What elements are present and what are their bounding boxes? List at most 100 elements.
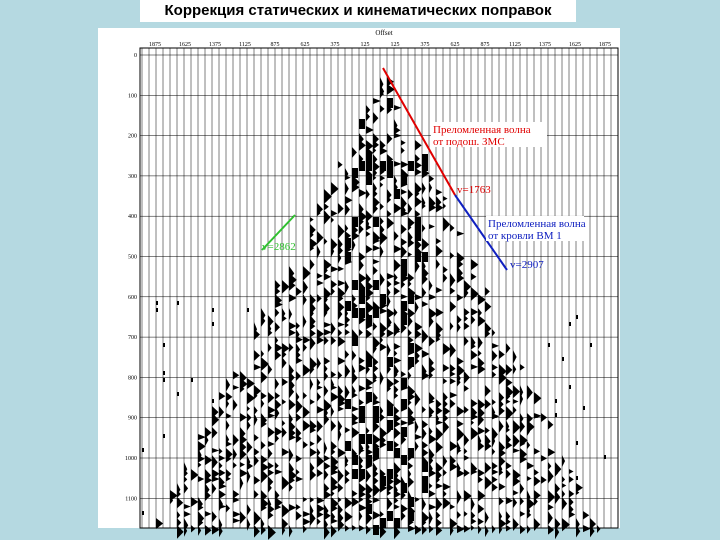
wiggle xyxy=(352,280,358,290)
wiggle xyxy=(450,343,456,358)
wiggle xyxy=(303,497,308,503)
wiggle xyxy=(506,399,511,405)
wiggle xyxy=(345,259,353,265)
wiggle xyxy=(366,154,372,164)
wiggle xyxy=(366,210,373,223)
wiggle xyxy=(492,462,498,470)
wiggle xyxy=(478,315,486,327)
wiggle xyxy=(534,448,541,455)
wiggle xyxy=(415,161,422,170)
wiggle xyxy=(233,448,237,461)
wiggle xyxy=(247,392,255,405)
wiggle xyxy=(317,455,325,468)
wiggle xyxy=(324,385,329,397)
wiggle xyxy=(443,455,448,468)
wiggle xyxy=(219,483,227,490)
wiggle xyxy=(506,427,510,433)
wiggle xyxy=(205,525,212,536)
wiggle xyxy=(492,399,496,406)
wiggle xyxy=(436,203,444,213)
wiggle xyxy=(296,392,300,402)
wiggle xyxy=(471,469,478,475)
wiggle xyxy=(492,350,498,362)
wiggle xyxy=(366,161,372,171)
wiggle xyxy=(394,504,400,510)
wiggle xyxy=(373,203,378,215)
wiggle xyxy=(366,315,372,325)
wiggle xyxy=(387,287,391,298)
wiggle xyxy=(380,476,386,486)
wiggle xyxy=(338,497,342,503)
wiggle xyxy=(352,350,357,361)
wiggle xyxy=(443,224,448,230)
wiggle xyxy=(352,455,358,465)
wiggle xyxy=(247,413,252,423)
wiggle xyxy=(177,497,184,509)
wiggle xyxy=(471,399,478,408)
wiggle xyxy=(394,406,400,416)
wiggle xyxy=(478,525,482,535)
wiggle xyxy=(576,525,581,538)
wiggle xyxy=(226,399,230,409)
wiggle xyxy=(331,448,336,456)
wiggle xyxy=(436,441,443,454)
wiggle xyxy=(387,476,394,487)
offset-label: 1125 xyxy=(239,42,251,48)
wiggle xyxy=(429,203,437,212)
wiggle xyxy=(289,385,295,399)
wiggle xyxy=(219,469,226,477)
wiggle xyxy=(408,476,415,488)
wiggle xyxy=(324,189,332,204)
wiggle xyxy=(576,476,578,480)
wiggle xyxy=(268,315,274,328)
wiggle xyxy=(457,378,461,387)
wiggle xyxy=(387,273,395,280)
time-label: 300 xyxy=(128,174,137,180)
wiggle xyxy=(597,525,601,534)
wiggle xyxy=(338,245,343,257)
wiggle xyxy=(240,469,248,478)
wiggle xyxy=(226,476,231,482)
wiggle xyxy=(163,378,165,382)
wiggle xyxy=(191,378,193,382)
wiggle xyxy=(324,322,332,328)
wiggle xyxy=(548,469,554,484)
wiggle xyxy=(520,420,525,434)
wiggle xyxy=(156,301,158,305)
wiggle xyxy=(352,525,357,531)
red-label: Преломленная волна xyxy=(433,124,531,136)
wiggle xyxy=(576,441,578,445)
wiggle xyxy=(338,406,345,412)
wiggle xyxy=(464,308,470,317)
wiggle xyxy=(275,462,279,470)
wiggle xyxy=(457,525,465,534)
wiggle xyxy=(401,238,408,247)
wiggle xyxy=(513,350,517,364)
wiggle xyxy=(191,469,199,481)
wiggle xyxy=(387,308,395,319)
wiggle xyxy=(366,112,371,122)
wiggle xyxy=(317,448,321,458)
wiggle xyxy=(296,357,303,365)
wiggle xyxy=(205,434,209,447)
wiggle xyxy=(408,252,413,258)
wiggle xyxy=(457,357,464,366)
wiggle xyxy=(415,525,422,535)
wiggle xyxy=(352,231,360,241)
wiggle xyxy=(282,315,287,322)
wiggle xyxy=(464,448,468,455)
wiggle xyxy=(380,245,384,259)
wiggle xyxy=(415,210,421,219)
wiggle xyxy=(401,371,407,378)
wiggle xyxy=(254,364,262,371)
wiggle xyxy=(492,343,500,349)
wiggle xyxy=(205,476,213,485)
wiggle xyxy=(457,273,465,284)
wiggle xyxy=(366,399,371,405)
wiggle xyxy=(338,427,342,442)
wiggle xyxy=(464,336,469,347)
wiggle xyxy=(450,301,457,313)
wiggle xyxy=(324,308,328,318)
wiggle xyxy=(177,301,179,305)
wiggle xyxy=(408,343,414,353)
